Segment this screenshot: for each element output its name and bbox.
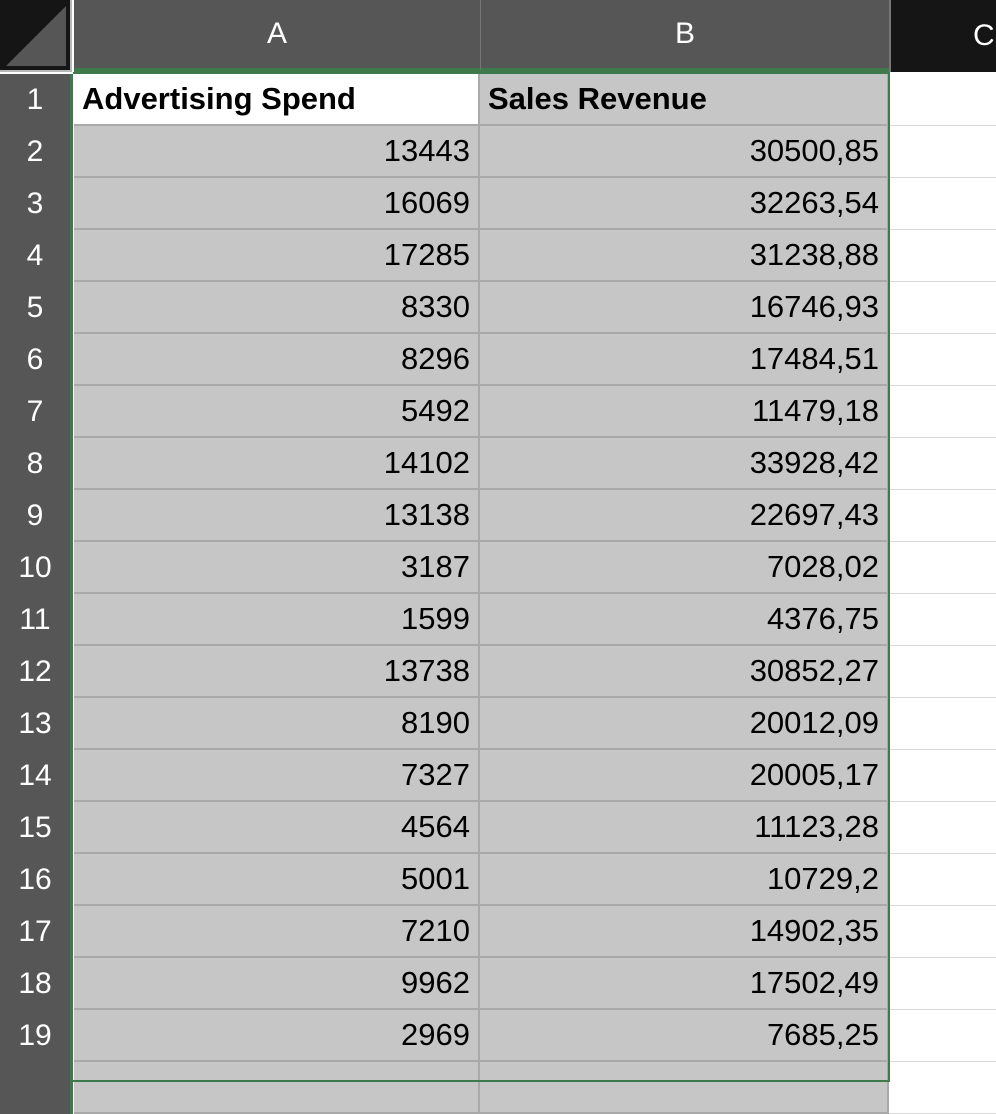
cell-c[interactable]: [889, 1010, 996, 1062]
row-header[interactable]: 19: [0, 1010, 73, 1062]
cell-advertising-spend[interactable]: 5492: [74, 386, 480, 438]
cell-c[interactable]: [889, 646, 996, 698]
cell-advertising-spend[interactable]: 13138: [74, 490, 480, 542]
row-header[interactable]: 17: [0, 906, 73, 958]
cell-sales-revenue[interactable]: 16746,93: [480, 282, 889, 334]
cell-advertising-spend[interactable]: 9962: [74, 958, 480, 1010]
cell-sales-revenue[interactable]: 30852,27: [480, 646, 889, 698]
cell-sales-revenue[interactable]: 32263,54: [480, 178, 889, 230]
cell-sales-revenue[interactable]: 33928,42: [480, 438, 889, 490]
cell-advertising-spend[interactable]: 16069: [74, 178, 480, 230]
row-header[interactable]: 8: [0, 438, 73, 490]
row-header[interactable]: 2: [0, 126, 73, 178]
cell-sales-revenue[interactable]: 17502,49: [480, 958, 889, 1010]
row-header[interactable]: 5: [0, 282, 73, 334]
cell-sales-revenue[interactable]: 11123,28: [480, 802, 889, 854]
cell-c[interactable]: [889, 750, 996, 802]
cell-c[interactable]: [889, 1062, 996, 1114]
cell-c[interactable]: [889, 594, 996, 646]
cell-c[interactable]: [889, 126, 996, 178]
cell-sales-revenue[interactable]: 22697,43: [480, 490, 889, 542]
cell-advertising-spend[interactable]: 1599: [74, 594, 480, 646]
cell-a1[interactable]: Advertising Spend: [74, 74, 480, 126]
cell-c[interactable]: [889, 698, 996, 750]
row-header[interactable]: 1: [0, 74, 73, 126]
select-all-button[interactable]: [0, 0, 72, 72]
cell-sales-revenue[interactable]: 20012,09: [480, 698, 889, 750]
cell-advertising-spend[interactable]: [74, 1062, 480, 1114]
cell-sales-revenue[interactable]: 11479,18: [480, 386, 889, 438]
cell-c[interactable]: [889, 178, 996, 230]
cell-advertising-spend[interactable]: 14102: [74, 438, 480, 490]
cell-advertising-spend[interactable]: 8296: [74, 334, 480, 386]
cell-advertising-spend[interactable]: 8330: [74, 282, 480, 334]
row-header[interactable]: 3: [0, 178, 73, 230]
row-header[interactable]: 11: [0, 594, 73, 646]
cell-advertising-spend[interactable]: 13738: [74, 646, 480, 698]
cell-advertising-spend[interactable]: 13443: [74, 126, 480, 178]
row-header[interactable]: 12: [0, 646, 73, 698]
cell-b1[interactable]: Sales Revenue: [480, 74, 889, 126]
cell-sales-revenue[interactable]: 4376,75: [480, 594, 889, 646]
cell-c[interactable]: [889, 334, 996, 386]
cell-c[interactable]: [889, 74, 996, 126]
cell-advertising-spend[interactable]: 8190: [74, 698, 480, 750]
row-header[interactable]: 15: [0, 802, 73, 854]
row-header[interactable]: 10: [0, 542, 73, 594]
row-header[interactable]: 7: [0, 386, 73, 438]
cell-advertising-spend[interactable]: 17285: [74, 230, 480, 282]
row-header[interactable]: 6: [0, 334, 73, 386]
row-header[interactable]: 13: [0, 698, 73, 750]
cell-c[interactable]: [889, 230, 996, 282]
cell-sales-revenue[interactable]: 7028,02: [480, 542, 889, 594]
cell-c[interactable]: [889, 958, 996, 1010]
cell-sales-revenue[interactable]: 30500,85: [480, 126, 889, 178]
cell-sales-revenue[interactable]: 31238,88: [480, 230, 889, 282]
select-all-triangle-icon: [6, 6, 66, 66]
cell-c[interactable]: [889, 282, 996, 334]
cell-sales-revenue[interactable]: 10729,2: [480, 854, 889, 906]
cell-advertising-spend[interactable]: 7327: [74, 750, 480, 802]
cell-c[interactable]: [889, 438, 996, 490]
row-header[interactable]: 18: [0, 958, 73, 1010]
cell-advertising-spend[interactable]: 2969: [74, 1010, 480, 1062]
row-header[interactable]: 4: [0, 230, 73, 282]
cell-c[interactable]: [889, 542, 996, 594]
cell-advertising-spend[interactable]: 7210: [74, 906, 480, 958]
column-header-c[interactable]: C: [889, 0, 996, 72]
cell-c[interactable]: [889, 854, 996, 906]
row-header[interactable]: 16: [0, 854, 73, 906]
cell-advertising-spend[interactable]: 3187: [74, 542, 480, 594]
cell-c[interactable]: [889, 490, 996, 542]
row-header[interactable]: 9: [0, 490, 73, 542]
cell-c[interactable]: [889, 906, 996, 958]
cell-sales-revenue[interactable]: 14902,35: [480, 906, 889, 958]
row-header[interactable]: [0, 1062, 73, 1114]
column-header-a[interactable]: A: [74, 0, 480, 72]
cell-sales-revenue[interactable]: 20005,17: [480, 750, 889, 802]
cell-c[interactable]: [889, 802, 996, 854]
cell-advertising-spend[interactable]: 5001: [74, 854, 480, 906]
cell-sales-revenue[interactable]: [480, 1062, 889, 1114]
cell-advertising-spend[interactable]: 4564: [74, 802, 480, 854]
cell-sales-revenue[interactable]: 7685,25: [480, 1010, 889, 1062]
cell-c[interactable]: [889, 386, 996, 438]
row-header[interactable]: 14: [0, 750, 73, 802]
column-header-b[interactable]: B: [480, 0, 889, 72]
cell-sales-revenue[interactable]: 17484,51: [480, 334, 889, 386]
